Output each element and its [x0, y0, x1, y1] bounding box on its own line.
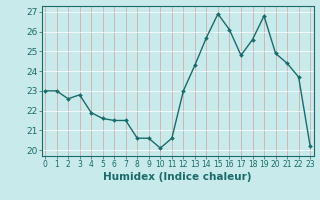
X-axis label: Humidex (Indice chaleur): Humidex (Indice chaleur): [103, 172, 252, 182]
